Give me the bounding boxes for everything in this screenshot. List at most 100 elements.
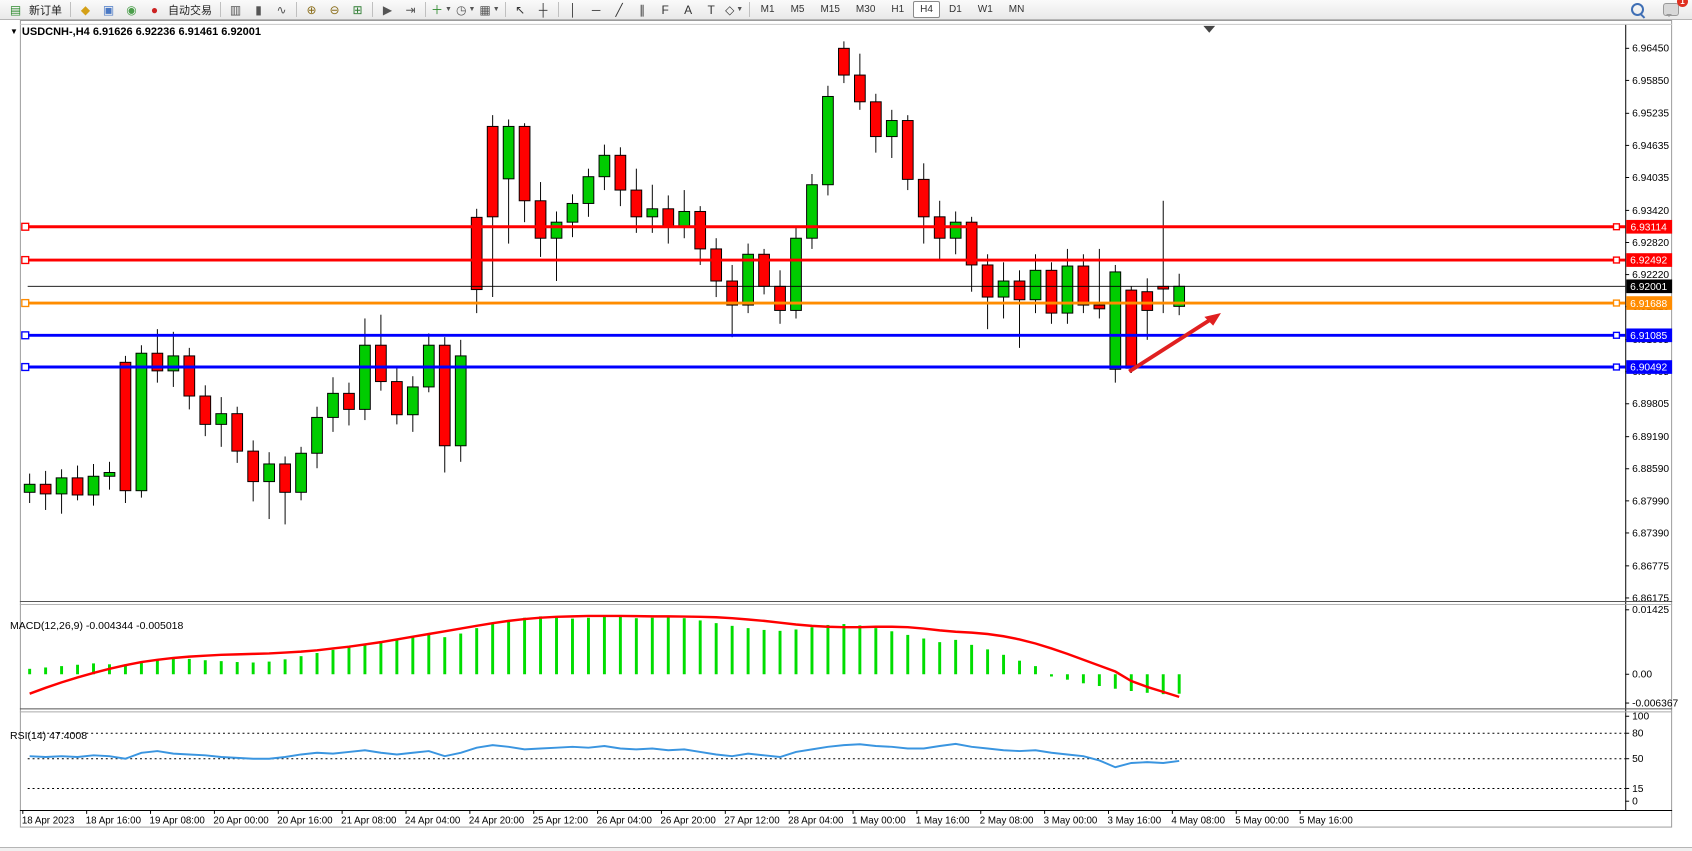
chevron-down-icon: ▼	[468, 6, 476, 13]
svg-text:6.87390: 6.87390	[1632, 528, 1669, 539]
data-signal-icon: ◉	[126, 2, 137, 17]
timeframe-h1-button[interactable]: H1	[891, 4, 905, 15]
zoom-in-button[interactable]: ⊕	[300, 0, 323, 19]
tile-windows-button[interactable]: ⊞	[346, 0, 369, 19]
equidistant-channel-button[interactable]: ∥	[631, 0, 654, 19]
indicators-icon: ＋	[431, 2, 444, 17]
text-button[interactable]: A	[677, 0, 700, 19]
svg-text:27 Apr 12:00: 27 Apr 12:00	[724, 816, 780, 827]
chevron-down-icon: ▼	[736, 6, 744, 13]
svg-text:18 Apr 16:00: 18 Apr 16:00	[86, 816, 142, 827]
trendline-icon: ╱	[615, 2, 623, 17]
periods-button[interactable]: ◷ ▼	[454, 0, 477, 19]
toolbar-separator	[220, 2, 221, 17]
templates-button[interactable]: ▦ ▼	[477, 0, 501, 19]
trendline-button[interactable]: ╱	[608, 0, 631, 19]
svg-text:6.90492: 6.90492	[1630, 363, 1667, 374]
styler-icon: ◆	[80, 2, 91, 17]
svg-text:6.91688: 6.91688	[1630, 299, 1667, 310]
chart-menu-arrow-icon[interactable]: ▼	[10, 27, 18, 36]
horizontal-line-icon: ─	[591, 2, 601, 17]
svg-text:4 May 08:00: 4 May 08:00	[1171, 816, 1225, 827]
price-chart[interactable]: 6.96450 6.95850 6.95235 6.94635 6.94035 6.934…	[0, 20, 1692, 851]
rsi-panel: 100 80 50 15 0	[29, 712, 1649, 808]
rsi-indicator-label: RSI(14) 47.4008	[10, 730, 88, 742]
equidistant-channel-icon: ∥	[639, 2, 646, 17]
templates-icon: ▦	[479, 2, 491, 17]
window-bottom-strip	[0, 847, 1692, 851]
text-label-button[interactable]: T	[700, 0, 723, 19]
timeframe-toolbar: M1 M5 M15 M30 H1 H4 D1 W1 MN	[753, 1, 1033, 18]
zoom-out-button[interactable]: ⊖	[323, 0, 346, 19]
svg-text:3 May 16:00: 3 May 16:00	[1108, 816, 1162, 827]
chevron-down-icon: ▼	[445, 6, 452, 13]
timeframe-m15-button[interactable]: M15	[820, 4, 840, 15]
autotrading-label: 自动交易	[168, 4, 212, 17]
svg-text:6.94035: 6.94035	[1632, 173, 1669, 184]
search-button[interactable]	[1626, 0, 1649, 19]
auto-scroll-button[interactable]: ▶	[376, 0, 399, 19]
svg-text:5 May 16:00: 5 May 16:00	[1299, 816, 1353, 827]
bar-chart-icon: ▥	[229, 2, 242, 17]
svg-text:6.87990: 6.87990	[1632, 496, 1669, 507]
svg-text:6.94635: 6.94635	[1632, 141, 1669, 152]
timeframe-m1-button[interactable]: M1	[760, 4, 775, 15]
horizontal-line-6.91085[interactable]: 6.91085	[21, 328, 1673, 343]
horizontal-line-6.91688[interactable]: 6.91688	[21, 296, 1673, 310]
candlestick-chart-button[interactable]: ▮	[247, 0, 270, 19]
toolbar-separator	[504, 2, 506, 17]
autotrading-button[interactable]: ●	[143, 0, 166, 19]
bar-chart-button[interactable]: ▥	[224, 0, 247, 19]
cursor-icon: ↖	[515, 2, 526, 17]
chart-shift-button[interactable]: ⇥	[399, 0, 422, 19]
timeframe-w1-button[interactable]: W1	[977, 4, 993, 15]
cursor-button[interactable]: ↖	[509, 0, 532, 19]
svg-text:20 Apr 00:00: 20 Apr 00:00	[213, 816, 269, 827]
toolbar-separator	[372, 2, 373, 17]
time-axis: 18 Apr 2023 18 Apr 16:00 19 Apr 08:00 20 Ap…	[19, 809, 1673, 827]
timeframe-h4-button[interactable]: H4	[913, 1, 940, 18]
fibonacci-button[interactable]: F	[654, 0, 677, 19]
styler-button[interactable]: ◆	[74, 0, 97, 19]
crosshair-button[interactable]: ┼	[532, 0, 555, 19]
horizontal-line-6.92001[interactable]: 6.92001	[27, 279, 1673, 294]
svg-text:6.92492: 6.92492	[1630, 256, 1667, 267]
horizontal-line-button[interactable]: ─	[585, 0, 608, 19]
vertical-line-icon: │	[569, 2, 577, 17]
svg-text:5 May 00:00: 5 May 00:00	[1235, 816, 1289, 827]
horizontal-line-6.90492[interactable]: 6.90492	[21, 360, 1673, 374]
line-chart-button[interactable]: ∿	[270, 0, 293, 19]
svg-text:26 Apr 20:00: 26 Apr 20:00	[660, 816, 716, 827]
toolbar-separator	[557, 2, 559, 17]
trend-arrow-annotation[interactable]	[1128, 312, 1221, 374]
timeframe-d1-button[interactable]: D1	[948, 4, 962, 15]
svg-text:6.96450: 6.96450	[1632, 44, 1669, 55]
data-signal-button[interactable]: ◉	[120, 0, 143, 19]
timeframe-mn-button[interactable]: MN	[1008, 4, 1025, 15]
shapes-icon: ◇	[725, 2, 735, 17]
line-chart-icon: ∿	[276, 2, 287, 17]
svg-text:18 Apr 2023: 18 Apr 2023	[22, 816, 75, 827]
zoom-out-icon: ⊖	[329, 2, 340, 17]
new-order-icon: ▤	[9, 2, 22, 17]
indicators-button[interactable]: ＋ ▼	[429, 0, 454, 19]
notifications-button[interactable]: 1	[1659, 0, 1688, 19]
chart-shift-marker[interactable]	[1203, 25, 1216, 33]
toolbar-separator	[70, 2, 71, 17]
timeframe-m30-button[interactable]: M30	[855, 4, 876, 15]
horizontal-line-6.93114[interactable]: 6.93114	[21, 219, 1673, 234]
horizontal-line-6.92492[interactable]: 6.92492	[21, 253, 1673, 267]
svg-text:6.93114: 6.93114	[1631, 222, 1668, 233]
svg-text:2 May 08:00: 2 May 08:00	[980, 816, 1034, 827]
main-toolbar: ▤ 新订单 ◆ ▣ ◉ ● 自动交易 ▥ ▮ ∿ ⊕ ⊖ ⊞ ▶ ⇥ ＋ ▼ ◷ ▼ ▦ ▼ ↖ ┼ │ ─ ╱ ∥ F A T ◇ ▼ M1…	[0, 0, 1692, 20]
new-order-button[interactable]: ▤	[4, 0, 27, 19]
svg-text:20 Apr 16:00: 20 Apr 16:00	[277, 816, 333, 827]
market-watch-button[interactable]: ▣	[97, 0, 120, 19]
shapes-button[interactable]: ◇ ▼	[723, 0, 746, 19]
svg-text:1 May 00:00: 1 May 00:00	[852, 816, 906, 827]
chevron-down-icon: ▼	[492, 6, 500, 13]
svg-text:3 May 00:00: 3 May 00:00	[1044, 816, 1098, 827]
timeframe-m5-button[interactable]: M5	[790, 4, 805, 15]
text-label-icon: T	[707, 2, 715, 17]
vertical-line-button[interactable]: │	[562, 0, 585, 19]
